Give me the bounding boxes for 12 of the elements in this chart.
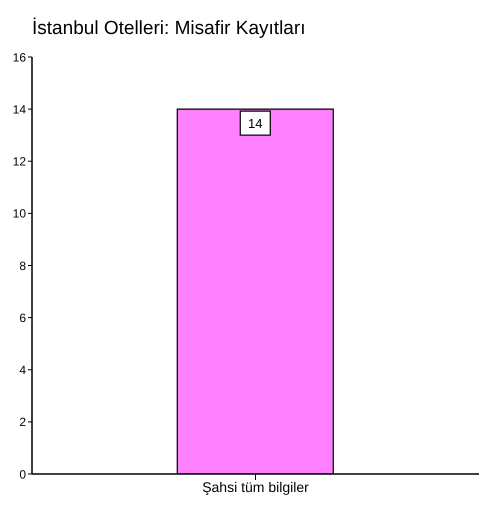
x-tick-label: Şahsi tüm bilgiler (202, 478, 310, 495)
y-tick-label: 6 (19, 310, 26, 325)
y-tick-label: 4 (19, 363, 26, 378)
chart-title: İstanbul Otelleri: Misafir Kayıtları (32, 18, 306, 40)
y-tick-label: 0 (19, 467, 26, 482)
y-tick-label: 8 (19, 258, 26, 273)
y-tick-label: 10 (12, 206, 26, 221)
y-tick-label: 2 (19, 415, 26, 430)
y-tick-label: 14 (12, 102, 26, 116)
y-tick-label: 12 (12, 154, 26, 169)
data-label: 14 (248, 116, 263, 132)
y-tick-label: 16 (12, 50, 26, 64)
